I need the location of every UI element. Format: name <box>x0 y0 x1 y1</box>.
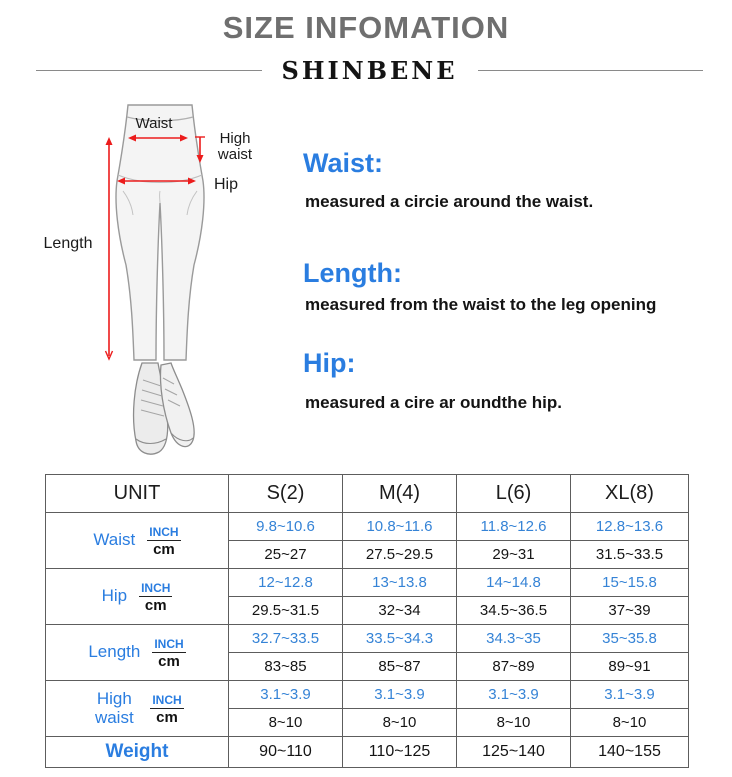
waist-cm-l: 29~31 <box>456 540 571 569</box>
size-col-header-xl: XL(8) <box>570 474 689 513</box>
hip-cm-s: 29.5~31.5 <box>228 596 343 625</box>
length-cm-row: 83~85 85~87 87~89 89~91 <box>46 652 689 681</box>
length-unit-fraction: INCH cm <box>152 636 186 670</box>
cm-unit-label: cm <box>144 596 167 614</box>
length-arrow <box>104 137 114 361</box>
high-waist-unit-fraction: INCH cm <box>150 692 184 726</box>
size-col-header-m: M(4) <box>342 474 457 513</box>
waist-cm-row: 25~27 27.5~29.5 29~31 31.5~33.5 <box>46 540 689 569</box>
high-waist-inch-l: 3.1~3.9 <box>456 680 571 709</box>
hip-unit-fraction: INCH cm <box>139 580 173 614</box>
hip-cm-row: 29.5~31.5 32~34 34.5~36.5 37~39 <box>46 596 689 625</box>
length-cm-xl: 89~91 <box>570 652 689 681</box>
high-waist-arrow <box>195 136 205 163</box>
inch-unit-label: INCH <box>147 524 181 541</box>
length-inch-row: Length INCH cm 32.7~33.5 33.5~34.3 34.3~… <box>45 624 689 681</box>
hip-row-label: Hip <box>101 586 128 606</box>
high-waist-cm-l: 8~10 <box>456 708 571 737</box>
waist-unit-fraction: INCH cm <box>147 524 181 558</box>
waist-row-label-cell: Waist INCH cm <box>45 512 229 569</box>
hip-inch-xl: 15~15.8 <box>570 568 689 597</box>
waist-cm-m: 27.5~29.5 <box>342 540 457 569</box>
size-table-header-row: UNIT S(2) M(4) L(6) XL(8) <box>45 474 689 513</box>
weight-xl: 140~155 <box>570 736 689 768</box>
cm-unit-label: cm <box>158 652 180 670</box>
leggings-outline <box>115 104 205 361</box>
hip-cm-xl: 37~39 <box>570 596 689 625</box>
length-inch-s: 32.7~33.5 <box>228 624 343 653</box>
hip-inch-m: 13~13.8 <box>342 568 457 597</box>
divider-line-left <box>36 69 262 71</box>
leggings-sketch <box>104 104 205 455</box>
hip-inch-s: 12~12.8 <box>228 568 343 597</box>
length-inch-xl: 35~35.8 <box>570 624 689 653</box>
divider-line-right <box>477 69 704 71</box>
high-waist-cm-row: 8~10 8~10 8~10 8~10 <box>46 708 689 737</box>
length-cm-s: 83~85 <box>228 652 343 681</box>
hip-description-heading: Hip: <box>303 348 356 378</box>
waist-inch-s: 9.8~10.6 <box>228 512 343 541</box>
waist-description-heading: Waist: <box>303 148 383 178</box>
high-waist-cm-m: 8~10 <box>342 708 457 737</box>
high-waist-inch-m: 3.1~3.9 <box>342 680 457 709</box>
weight-row-label: Weight <box>45 736 229 768</box>
waist-inch-l: 11.8~12.6 <box>456 512 571 541</box>
length-description-heading: Length: <box>303 258 402 288</box>
weight-m: 110~125 <box>342 736 457 768</box>
waist-inch-row: Waist INCH cm 9.8~10.6 10.8~11.6 11.8~12… <box>45 512 689 569</box>
brand-logo: SHINBENE <box>281 55 458 85</box>
high-waist-row-label-cell: High waist INCH cm <box>45 680 229 737</box>
weight-row: Weight 90~110 110~125 125~140 140~155 <box>45 736 689 768</box>
high-waist-cm-s: 8~10 <box>228 708 343 737</box>
waist-cm-xl: 31.5~33.5 <box>570 540 689 569</box>
length-inch-l: 34.3~35 <box>456 624 571 653</box>
weight-l: 125~140 <box>456 736 571 768</box>
waist-inch-xl: 12.8~13.6 <box>570 512 689 541</box>
length-cm-l: 87~89 <box>456 652 571 681</box>
size-table: UNIT S(2) M(4) L(6) XL(8) Waist INCH cm … <box>45 474 689 768</box>
brand-divider: SHINBENE <box>36 55 704 85</box>
measurement-arrows <box>104 134 205 361</box>
hip-inch-row: Hip INCH cm 12~12.8 13~13.8 14~14.8 15~1… <box>45 568 689 625</box>
weight-s: 90~110 <box>228 736 343 768</box>
diagram-length-label: Length <box>43 235 93 252</box>
hip-description-text: measured a cire ar oundthe hip. <box>305 393 562 412</box>
hip-inch-l: 14~14.8 <box>456 568 571 597</box>
length-description-text: measured from the waist to the leg openi… <box>305 295 657 314</box>
diagram-hip-label: Hip <box>213 176 238 193</box>
hip-arrow <box>117 177 196 185</box>
sneakers-sketch <box>132 362 195 455</box>
length-cm-m: 85~87 <box>342 652 457 681</box>
page-title: SIZE INFOMATION <box>222 10 510 45</box>
cm-unit-label: cm <box>156 708 178 726</box>
high-waist-inch-row: High waist INCH cm 3.1~3.9 3.1~3.9 3.1~3… <box>45 680 689 737</box>
inch-unit-label: INCH <box>139 580 173 597</box>
diagram-waist-label: Waist <box>135 115 173 132</box>
length-row-label-cell: Length INCH cm <box>45 624 229 681</box>
high-waist-row-label: High waist <box>94 688 134 727</box>
diagram-high-waist-label: High waist <box>217 130 253 163</box>
length-inch-m: 33.5~34.3 <box>342 624 457 653</box>
size-col-header-s: S(2) <box>228 474 343 513</box>
waist-cm-s: 25~27 <box>228 540 343 569</box>
waist-inch-m: 10.8~11.6 <box>342 512 457 541</box>
inch-unit-label: INCH <box>150 692 184 709</box>
waist-row-label: Waist <box>93 530 136 550</box>
high-waist-cm-xl: 8~10 <box>570 708 689 737</box>
size-col-header-l: L(6) <box>456 474 571 513</box>
hip-cm-l: 34.5~36.5 <box>456 596 571 625</box>
length-row-label: Length <box>88 642 141 662</box>
high-waist-inch-s: 3.1~3.9 <box>228 680 343 709</box>
hip-cm-m: 32~34 <box>342 596 457 625</box>
waist-arrow <box>128 134 188 142</box>
inch-unit-label: INCH <box>152 636 186 653</box>
hip-row-label-cell: Hip INCH cm <box>45 568 229 625</box>
high-waist-inch-xl: 3.1~3.9 <box>570 680 689 709</box>
cm-unit-label: cm <box>153 540 175 558</box>
unit-header-cell: UNIT <box>45 474 229 513</box>
waist-description-text: measured a circie around the waist. <box>305 192 594 211</box>
